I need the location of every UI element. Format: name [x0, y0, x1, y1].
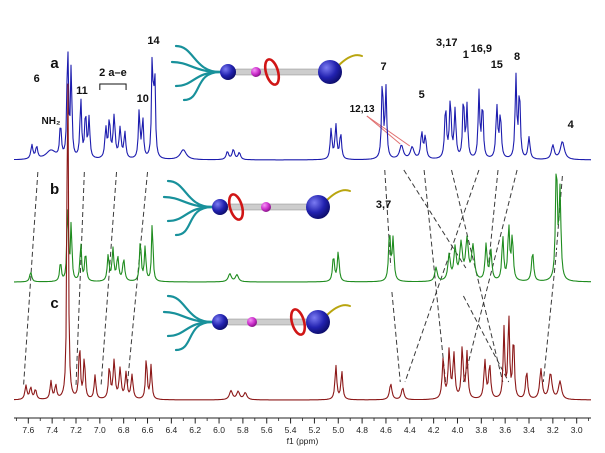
x-axis-tick-label: 5.6 [261, 425, 273, 435]
x-axis-tick-label: 6.0 [213, 425, 225, 435]
dashed-correlation-line [555, 175, 563, 251]
peak-label-a: a [50, 55, 59, 72]
peak-labels: a6 NH₂ 11 2 a–e 10 14 7 12,13 5 3,17 1 16,9 15 8 4 b 3,7… [34, 35, 575, 312]
dashed-correlation-line [384, 169, 392, 267]
dashed-correlation-line [75, 171, 85, 387]
hub-sphere [212, 199, 228, 215]
branch-arm [174, 320, 214, 352]
x-axis-tick-label: 5.2 [309, 425, 321, 435]
peak-label-4: 4 [568, 119, 575, 131]
station-bead [247, 317, 257, 327]
dashed-correlation-line [404, 169, 480, 383]
x-axis-tick-label: 3.2 [547, 425, 559, 435]
inset-molecule-b [162, 179, 351, 237]
x-axis-tick-label: 4.8 [356, 425, 368, 435]
spectrum-b-trace [14, 173, 591, 283]
x-axis-tick-label: 6.4 [165, 425, 177, 435]
peak-label-nh-: NH₂ [42, 116, 61, 127]
dashed-correlation-line [462, 169, 518, 383]
label-pointer-line [366, 115, 401, 145]
x-axis-tick-label: 5.4 [285, 425, 297, 435]
peak-label-1: 1 [463, 49, 469, 61]
pointer-lines-12-13 [366, 115, 411, 147]
peak-correlation-lines [23, 169, 563, 387]
peak-label-7: 7 [381, 61, 387, 73]
peak-label-15: 15 [491, 59, 503, 71]
tail-chain [337, 54, 363, 67]
peak-label-3-7: 3,7 [376, 199, 391, 211]
multiplet-bracket-2a-e [99, 83, 127, 90]
spectrum-a-trace [14, 51, 592, 161]
dashed-correlation-line [487, 169, 499, 267]
inset-molecule-c [162, 294, 351, 352]
peak-label-8: 8 [514, 51, 520, 63]
stopper-sphere [318, 60, 342, 84]
x-axis-tick-label: 3.0 [571, 425, 583, 435]
branch-arm [182, 70, 222, 102]
x-axis-tick-label: 3.8 [475, 425, 487, 435]
x-axis-title: f1 (ppm) [287, 436, 319, 446]
macrocycle-ring [227, 193, 245, 221]
x-axis-tick-label: 4.4 [404, 425, 416, 435]
axle-rod [225, 318, 310, 326]
x-axis-tick-label: 3.6 [499, 425, 511, 435]
x-axis-tick-label: 7.2 [70, 425, 82, 435]
dashed-correlation-line [451, 169, 504, 383]
x-axis-tick-label: 7.4 [46, 425, 58, 435]
x-axis-tick-label: 7.0 [94, 425, 106, 435]
dashed-correlation-line [423, 169, 447, 383]
spectra-traces [14, 51, 592, 401]
x-axis-tick-label: 7.6 [22, 425, 34, 435]
peak-label-16-9: 16,9 [471, 43, 492, 55]
peak-label-2-a-e: 2 a–e [99, 67, 127, 79]
dashed-correlation-line [391, 291, 401, 383]
x-axis: 7.6 7.4 7.2 7.0 6.8 6.6 6.4 6.2 6.0 5.8 5.6 5.4 5.2 5… [14, 417, 591, 446]
dashed-correlation-line [126, 171, 149, 387]
peak-label-5: 5 [419, 89, 425, 101]
macrocycle-ring [263, 58, 281, 86]
hub-sphere [212, 314, 228, 330]
peak-label-14: 14 [147, 35, 160, 47]
branch-arm [174, 205, 214, 237]
peak-label-10: 10 [137, 93, 149, 105]
inset-molecule-a [170, 44, 363, 102]
station-bead [251, 67, 261, 77]
tail-chain [325, 189, 351, 202]
dashed-correlation-line [100, 171, 118, 387]
peak-label-c: c [50, 295, 58, 312]
peak-label-12-13: 12,13 [350, 104, 375, 115]
label-pointer-line [366, 115, 411, 147]
dashed-correlation-line [462, 295, 510, 383]
x-axis-tick-label: 6.6 [142, 425, 154, 435]
peak-label-b: b [50, 181, 59, 198]
peak-label-6: 6 [34, 73, 40, 85]
peak-label-11: 11 [76, 85, 88, 97]
spectrum-c-trace [14, 83, 591, 401]
hub-sphere [220, 64, 236, 80]
x-axis-tick-label: 6.2 [189, 425, 201, 435]
x-axis-tick-label: 4.6 [380, 425, 392, 435]
x-axis-tick-label: 5.8 [237, 425, 249, 435]
stopper-sphere [306, 195, 330, 219]
x-axis-tick-label: 6.8 [118, 425, 130, 435]
macrocycle-ring [289, 308, 307, 336]
dashed-correlation-line [23, 171, 39, 387]
stopper-sphere [306, 310, 330, 334]
x-axis-tick-label: 4.0 [452, 425, 464, 435]
x-axis-tick-label: 5.0 [332, 425, 344, 435]
x-axis-tick-label: 3.4 [523, 425, 535, 435]
tail-chain [325, 304, 351, 317]
station-bead [261, 202, 271, 212]
x-axis-tick-label: 4.2 [428, 425, 440, 435]
peak-label-3-17: 3,17 [436, 37, 457, 49]
dashed-correlation-line [542, 251, 557, 383]
